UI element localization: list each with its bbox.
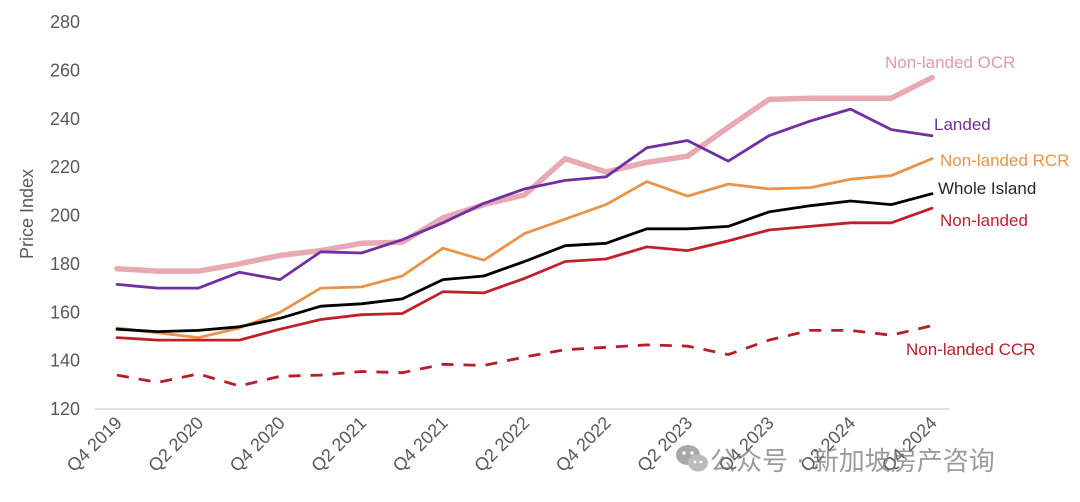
series-line [115, 157, 934, 339]
series-label-non-landed-rcr: Non-landed RCR [940, 151, 1069, 170]
y-tick-label: 280 [50, 12, 80, 32]
series-non-landed-ccr [116, 324, 933, 388]
watermark-text: 公众号 · 新加坡房产咨询 [710, 447, 995, 477]
series-lines [114, 74, 935, 388]
series-label-non-landed-ocr: Non-landed OCR [885, 53, 1015, 72]
y-tick-label: 180 [50, 254, 80, 274]
y-tick-label: 120 [50, 399, 80, 419]
x-tick-label: Q4 2019 [63, 413, 126, 476]
y-tick-label: 240 [50, 109, 80, 129]
x-tick-label: Q2 2021 [307, 413, 370, 476]
series-line [115, 206, 934, 342]
x-tick-label: Q2 2022 [470, 413, 533, 476]
series-non-landed-rcr [115, 157, 934, 339]
wechat-icon [676, 445, 708, 472]
x-tick-label: Q2 2023 [633, 413, 696, 476]
x-tick-label: Q4 2022 [552, 413, 615, 476]
y-tick-label: 220 [50, 157, 80, 177]
series-label-whole-island: Whole Island [938, 179, 1036, 198]
series-label-non-landed-ccr: Non-landed CCR [906, 340, 1035, 359]
y-tick-label: 160 [50, 302, 80, 322]
series-labels: Non-landed OCR Landed Non-landed RCR Whole … [885, 53, 1069, 359]
series-landed [115, 107, 934, 290]
y-tick-label: 200 [50, 206, 80, 226]
series-non-landed [115, 206, 934, 342]
series-line [116, 324, 933, 388]
x-tick-label: Q4 2020 [226, 413, 289, 476]
series-line [114, 74, 935, 274]
x-tick-label: Q2 2020 [144, 413, 207, 476]
y-axis: 120 140 160 180 200 220 240 260 280 [50, 12, 80, 419]
y-tick-label: 140 [50, 351, 80, 371]
series-label-landed: Landed [934, 115, 991, 134]
series-non-landed-ocr [114, 74, 935, 274]
series-label-non-landed: Non-landed [940, 211, 1028, 230]
watermark: 公众号 · 新加坡房产咨询 [676, 445, 995, 477]
y-tick-label: 260 [50, 60, 80, 80]
x-tick-label: Q4 2021 [389, 413, 452, 476]
series-whole-island [115, 192, 934, 333]
y-axis-title: Price Index [17, 169, 37, 259]
